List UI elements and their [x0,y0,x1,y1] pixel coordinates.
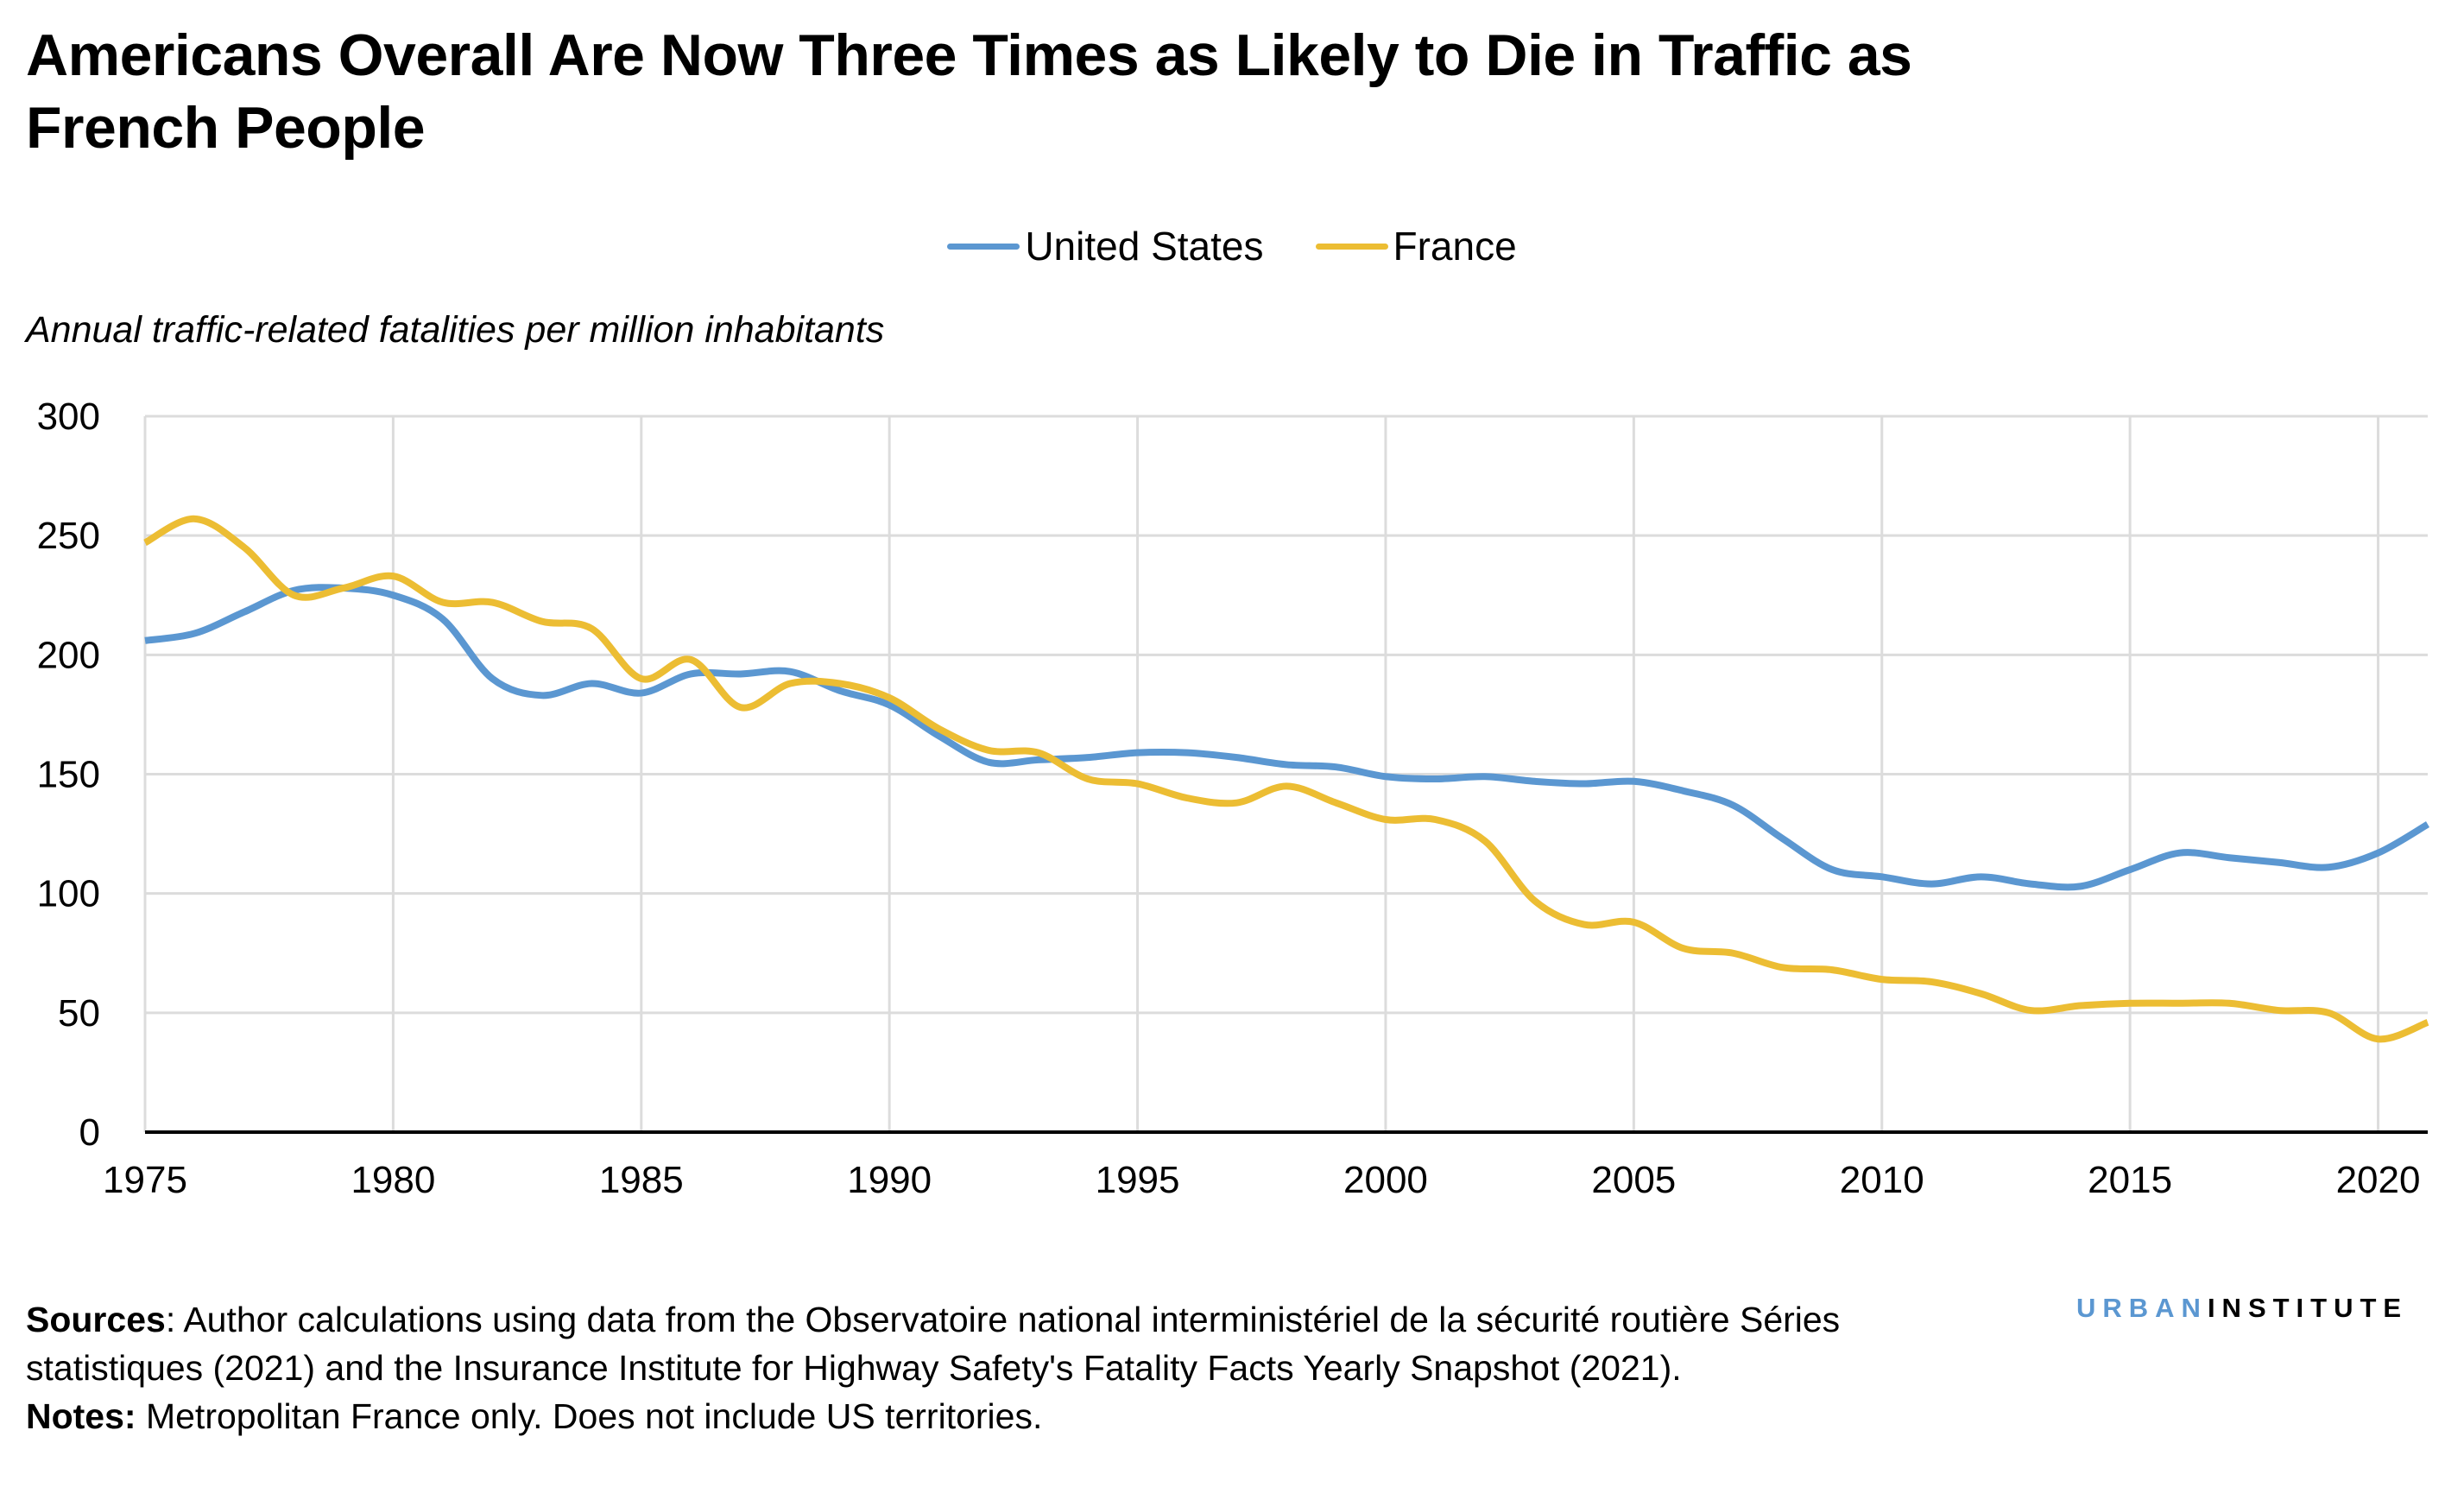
urban-institute-logo: URBANINSTITUTE [2076,1293,2408,1324]
line-chart: 0 50 100 150 200 250 300 1975 1980 1985 1990 1995 20… [37,396,2430,1201]
logo-institute: INSTITUTE [2207,1293,2409,1323]
sources-label: Sources [26,1300,166,1339]
series-line-united-states [144,584,2430,891]
sources-note: Sources: Author calculations using data … [26,1295,1882,1392]
legend-item-united-states: United States [947,223,1264,269]
y-tick-label: 100 [37,873,100,915]
x-tick-label: 2005 [1591,1159,1676,1201]
sources-text: : Author calculations using data from th… [26,1300,1841,1388]
legend-item-france: France [1315,223,1517,269]
logo-urban: URBAN [2076,1293,2208,1323]
notes-note: Notes: Metropolitan France only. Does no… [26,1392,1882,1440]
notes-text: Metropolitan France only. Does not inclu… [136,1396,1043,1436]
legend-swatch-france [1315,243,1388,250]
notes-label: Notes: [26,1396,136,1436]
y-tick-label: 50 [58,992,100,1035]
y-tick-label: 150 [37,754,100,796]
footer: Sources: Author calculations using data … [26,1295,1882,1440]
x-tick-label: 2020 [2336,1159,2421,1201]
legend-swatch-united-states [947,243,1020,250]
y-tick-label: 200 [37,634,100,676]
y-tick-label: 250 [37,515,100,557]
x-tick-label: 1980 [351,1159,435,1201]
y-tick-label: 0 [79,1111,100,1154]
x-tick-label: 2015 [2088,1159,2172,1201]
y-axis-label: Annual traffic-related fatalities per mi… [26,309,885,351]
legend: United States France [0,223,2464,269]
series-line-france [143,515,2429,1043]
x-tick-label: 2010 [1840,1159,1924,1201]
x-tick-label: 2000 [1343,1159,1428,1201]
x-tick-label: 1995 [1096,1159,1180,1201]
x-tick-label: 1975 [103,1159,187,1201]
x-tick-label: 1985 [599,1159,684,1201]
x-tick-label: 1990 [847,1159,932,1201]
legend-label-france: France [1393,224,1517,269]
legend-label-united-states: United States [1025,224,1264,269]
y-tick-label: 300 [37,396,100,438]
chart-title: Americans Overall Are Now Three Times as… [26,22,1912,161]
